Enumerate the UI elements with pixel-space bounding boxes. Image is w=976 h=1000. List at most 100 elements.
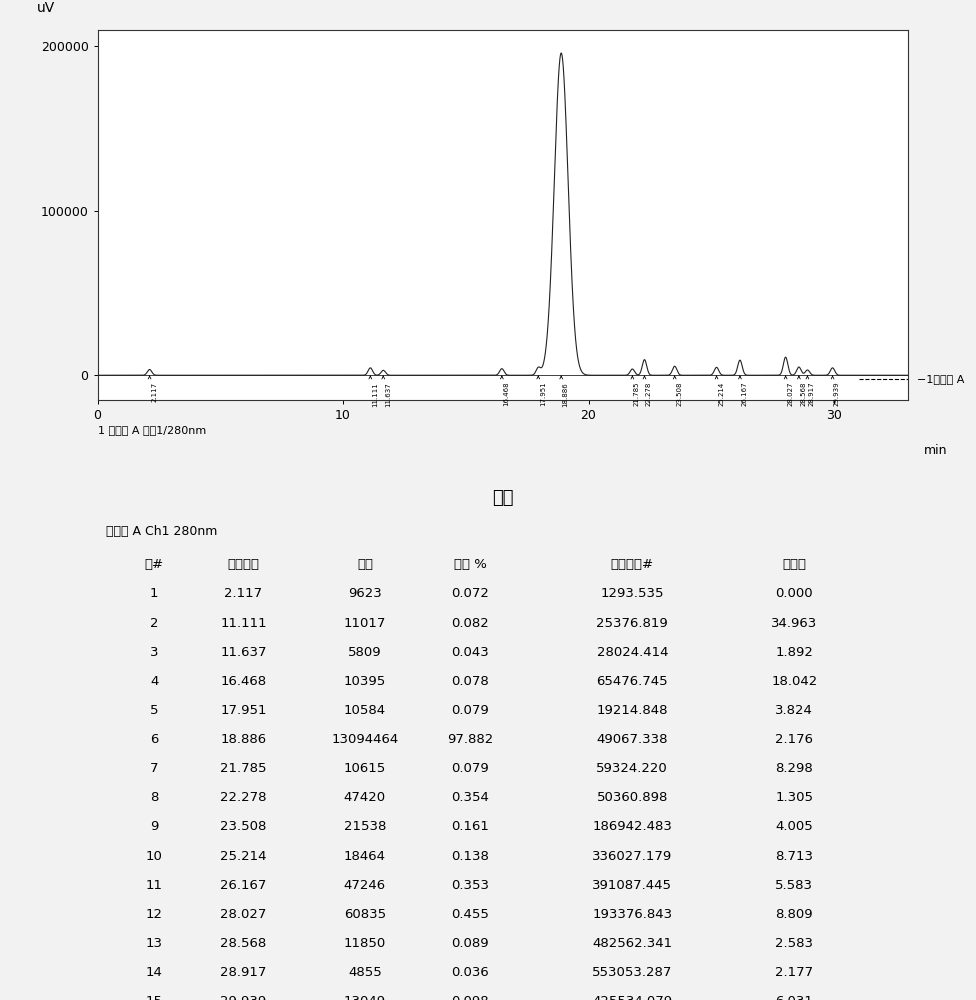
- Text: 0.079: 0.079: [451, 704, 489, 717]
- Text: 0.353: 0.353: [451, 879, 489, 892]
- Text: 11850: 11850: [344, 937, 386, 950]
- Text: 0.043: 0.043: [451, 646, 489, 659]
- Text: 97.882: 97.882: [447, 733, 493, 746]
- Text: 13: 13: [145, 937, 163, 950]
- Text: 0.000: 0.000: [776, 587, 813, 600]
- Text: 分离度: 分离度: [783, 558, 806, 571]
- Text: 2.583: 2.583: [775, 937, 813, 950]
- Text: 34.963: 34.963: [771, 617, 817, 630]
- Text: 186942.483: 186942.483: [592, 820, 672, 833]
- Text: 28024.414: 28024.414: [596, 646, 668, 659]
- Text: 5.583: 5.583: [775, 879, 813, 892]
- Text: 検渫器 A Ch1 280nm: 検渫器 A Ch1 280nm: [105, 525, 217, 538]
- Text: 8.298: 8.298: [775, 762, 813, 775]
- Text: 1 検渫器 A 通道1/280nm: 1 検渫器 A 通道1/280nm: [98, 425, 206, 435]
- Text: 9: 9: [150, 820, 158, 833]
- Text: 65476.745: 65476.745: [596, 675, 668, 688]
- Text: 17.951: 17.951: [221, 704, 266, 717]
- Text: 60835: 60835: [344, 908, 386, 921]
- Text: 59324.220: 59324.220: [596, 762, 669, 775]
- Text: 2.176: 2.176: [775, 733, 813, 746]
- Text: 22.278: 22.278: [221, 791, 266, 804]
- Text: 18.886: 18.886: [221, 733, 266, 746]
- Text: 28.027: 28.027: [787, 382, 793, 406]
- Text: 1293.535: 1293.535: [600, 587, 664, 600]
- Text: 5809: 5809: [348, 646, 382, 659]
- Text: 10584: 10584: [344, 704, 386, 717]
- Text: 18.886: 18.886: [563, 382, 569, 407]
- Text: 保留时间: 保留时间: [227, 558, 260, 571]
- Text: 11017: 11017: [344, 617, 386, 630]
- Text: 0.072: 0.072: [451, 587, 489, 600]
- Text: 47420: 47420: [344, 791, 386, 804]
- Text: 9623: 9623: [348, 587, 382, 600]
- Text: 0.161: 0.161: [451, 820, 489, 833]
- Text: 10: 10: [145, 850, 163, 863]
- Text: 6.031: 6.031: [775, 995, 813, 1000]
- Text: 1: 1: [150, 587, 158, 600]
- Text: 18464: 18464: [344, 850, 386, 863]
- Text: 3.824: 3.824: [775, 704, 813, 717]
- Text: 28.027: 28.027: [221, 908, 266, 921]
- Text: 2: 2: [150, 617, 158, 630]
- Text: 15: 15: [145, 995, 163, 1000]
- Text: 4855: 4855: [348, 966, 382, 979]
- Text: 8.809: 8.809: [776, 908, 813, 921]
- Text: 13049: 13049: [344, 995, 386, 1000]
- Text: 28.568: 28.568: [800, 382, 806, 406]
- Text: 28.917: 28.917: [221, 966, 266, 979]
- Text: 391087.445: 391087.445: [592, 879, 672, 892]
- Text: 425534.079: 425534.079: [592, 995, 672, 1000]
- Text: uV: uV: [37, 1, 55, 15]
- Text: 25376.819: 25376.819: [596, 617, 669, 630]
- Text: 29.939: 29.939: [834, 382, 840, 406]
- Text: 0.036: 0.036: [451, 966, 489, 979]
- Text: 21538: 21538: [344, 820, 386, 833]
- Text: 21.785: 21.785: [221, 762, 266, 775]
- Text: 1.305: 1.305: [775, 791, 813, 804]
- Text: 面积: 面积: [357, 558, 373, 571]
- Text: 0.082: 0.082: [451, 617, 489, 630]
- Text: 峰表: 峰表: [492, 489, 513, 507]
- Text: 553053.287: 553053.287: [592, 966, 672, 979]
- Text: 26.167: 26.167: [221, 879, 266, 892]
- Text: 3: 3: [150, 646, 158, 659]
- Text: 理论塔板#: 理论塔板#: [611, 558, 654, 571]
- Text: 14: 14: [145, 966, 163, 979]
- Text: 2.117: 2.117: [151, 382, 157, 402]
- Text: 峰#: 峰#: [144, 558, 164, 571]
- Text: 17.951: 17.951: [540, 382, 546, 406]
- Text: 0.098: 0.098: [452, 995, 489, 1000]
- Text: 11.637: 11.637: [221, 646, 266, 659]
- Text: 16.468: 16.468: [504, 382, 509, 406]
- Text: 0.089: 0.089: [452, 937, 489, 950]
- Text: 0.078: 0.078: [451, 675, 489, 688]
- Text: 28.917: 28.917: [809, 382, 815, 406]
- Text: 4: 4: [150, 675, 158, 688]
- Text: 8: 8: [150, 791, 158, 804]
- Text: 11.637: 11.637: [385, 382, 390, 407]
- Text: 193376.843: 193376.843: [592, 908, 672, 921]
- Text: 50360.898: 50360.898: [596, 791, 668, 804]
- Text: 6: 6: [150, 733, 158, 746]
- Text: 19214.848: 19214.848: [596, 704, 668, 717]
- Text: 29.939: 29.939: [221, 995, 266, 1000]
- Text: 13094464: 13094464: [331, 733, 398, 746]
- Text: 25.214: 25.214: [718, 382, 724, 406]
- Text: min: min: [924, 444, 948, 457]
- Text: 0.455: 0.455: [451, 908, 489, 921]
- Text: 482562.341: 482562.341: [592, 937, 672, 950]
- Text: 10615: 10615: [344, 762, 386, 775]
- Text: 23.508: 23.508: [676, 382, 682, 406]
- Text: 1.892: 1.892: [775, 646, 813, 659]
- Text: 10395: 10395: [344, 675, 386, 688]
- Text: 0.354: 0.354: [451, 791, 489, 804]
- Text: 21.785: 21.785: [633, 382, 640, 406]
- Text: 4.005: 4.005: [775, 820, 813, 833]
- Text: 5: 5: [150, 704, 158, 717]
- Text: 28.568: 28.568: [221, 937, 266, 950]
- Text: 26.167: 26.167: [742, 382, 748, 406]
- Text: 336027.179: 336027.179: [592, 850, 672, 863]
- Text: 0.079: 0.079: [451, 762, 489, 775]
- Text: 12: 12: [145, 908, 163, 921]
